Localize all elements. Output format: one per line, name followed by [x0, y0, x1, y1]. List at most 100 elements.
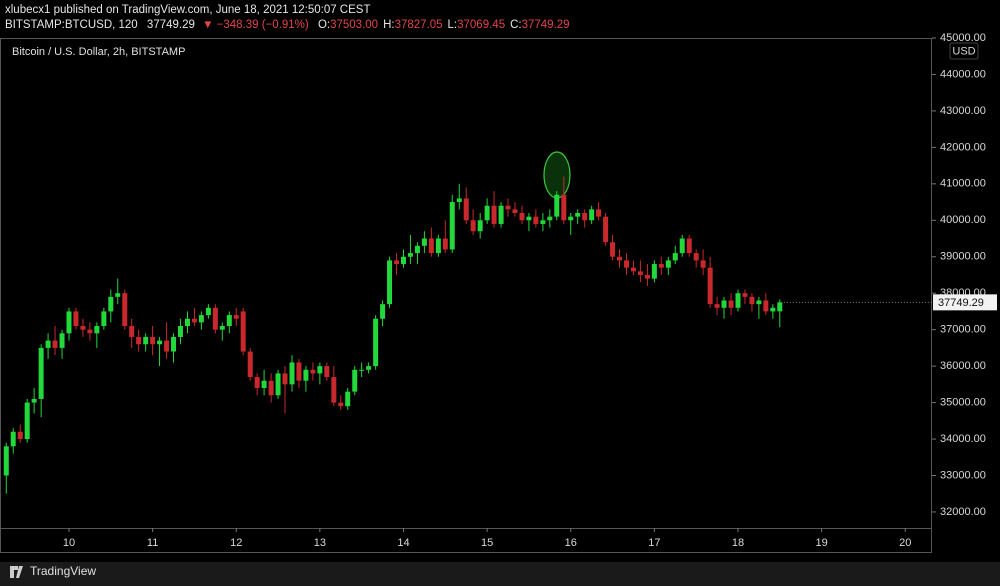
candle-body [721, 300, 727, 308]
candle-body [212, 307, 218, 330]
candle-body [233, 315, 239, 319]
candle-body [449, 202, 455, 250]
candle-body [735, 293, 741, 308]
published-line: xlubecx1 published on TradingView.com, J… [5, 4, 370, 16]
candle-body [498, 205, 504, 224]
candle-body [596, 209, 602, 217]
candle-body [679, 238, 685, 254]
y-tick-label: 44000.00 [940, 68, 986, 80]
candle-body [610, 242, 616, 257]
candle-body [373, 318, 379, 367]
candle-body [24, 402, 30, 440]
candles [3, 176, 783, 494]
candle-body [603, 216, 609, 243]
footer-bar [0, 562, 1000, 586]
candle-body [191, 318, 197, 323]
candle-body [331, 377, 337, 403]
candle-body [484, 205, 490, 221]
candle-body [115, 293, 121, 297]
x-tick-label: 15 [481, 537, 493, 549]
ohlc: O:37503.00 H:37827.05 L:37069.45 C:37749.29 [318, 19, 570, 31]
x-tick-label: 18 [732, 537, 744, 549]
candle-body [157, 340, 163, 345]
candle-body [171, 336, 177, 352]
candle-body [80, 326, 86, 330]
candle-body [108, 296, 114, 312]
price-tag-label: 37749.29 [938, 297, 984, 309]
unit-box [949, 42, 979, 60]
y-tick-label: 43000.00 [940, 105, 986, 117]
candle-body [637, 271, 643, 275]
ohlc-label: O: [318, 19, 330, 31]
candle-body [533, 216, 539, 224]
candle-body [38, 347, 44, 399]
candle-body [554, 194, 560, 217]
candle-body [380, 304, 386, 319]
y-tick-label: 33000.00 [940, 469, 986, 481]
candle-body [442, 238, 448, 250]
candle-body [52, 340, 58, 348]
candle-body [324, 366, 330, 378]
candle-body [714, 304, 720, 308]
x-tick-label: 11 [147, 537, 158, 549]
candle-body [540, 220, 546, 224]
candle-body [143, 336, 149, 345]
candle-body [150, 336, 156, 345]
annotation-ellipse [543, 151, 571, 199]
candle-body [742, 293, 748, 297]
candle-body [73, 311, 79, 327]
candle-body [394, 260, 400, 265]
candle-body [624, 260, 630, 268]
candle-body [275, 373, 281, 396]
y-tick-label: 39000.00 [940, 251, 986, 263]
candle-body [400, 256, 406, 265]
candle-body [219, 326, 225, 330]
ohlc-label: C: [510, 19, 522, 31]
ohlc-label: L: [448, 19, 458, 31]
x-tick-label: 10 [63, 537, 75, 549]
y-tick-label: 36000.00 [940, 360, 986, 372]
candle-body [575, 213, 581, 217]
candle-body [164, 340, 170, 352]
candle-body [491, 205, 497, 224]
ohlc-label: H: [383, 19, 395, 31]
candle-body [700, 260, 706, 268]
candle-body [10, 431, 16, 447]
candle-body [693, 253, 699, 261]
candle-body [589, 209, 595, 221]
candle-body [94, 326, 100, 334]
candle-body [177, 326, 183, 337]
candle-body [366, 366, 372, 370]
ohlc-value: 37749.29 [522, 19, 570, 31]
plot-frame [0, 38, 932, 553]
candle-body [428, 238, 434, 254]
y-tick-label: 37000.00 [940, 324, 986, 336]
ohlc-value: 37069.45 [457, 19, 505, 31]
candle-body [310, 369, 316, 374]
candle-body [512, 209, 518, 213]
y-tick-label: 41000.00 [940, 178, 986, 190]
candle-body [477, 220, 483, 232]
candle-body [261, 380, 267, 388]
x-tick-label: 12 [230, 537, 242, 549]
y-tick-label: 42000.00 [940, 141, 986, 153]
candle-body [129, 326, 135, 337]
candle-body [345, 391, 351, 407]
candle-body [338, 402, 344, 407]
candle-body [359, 369, 365, 371]
ohlc-value: 37503.00 [330, 19, 378, 31]
y-unit: USD [952, 45, 975, 57]
candle-body [101, 311, 107, 327]
change: ▼ −348.39 (−0.91%) [202, 19, 309, 31]
candle-body [303, 369, 309, 381]
x-tick-label: 16 [565, 537, 577, 549]
brand: TradingView [30, 564, 96, 578]
candle-body [421, 238, 427, 246]
candle-body [616, 256, 622, 261]
candle-body [3, 446, 9, 476]
candle-body [247, 351, 253, 378]
candle-body [665, 260, 671, 268]
candle-body [387, 260, 393, 305]
y-tick-label: 35000.00 [940, 396, 986, 408]
candle-body [289, 362, 295, 385]
